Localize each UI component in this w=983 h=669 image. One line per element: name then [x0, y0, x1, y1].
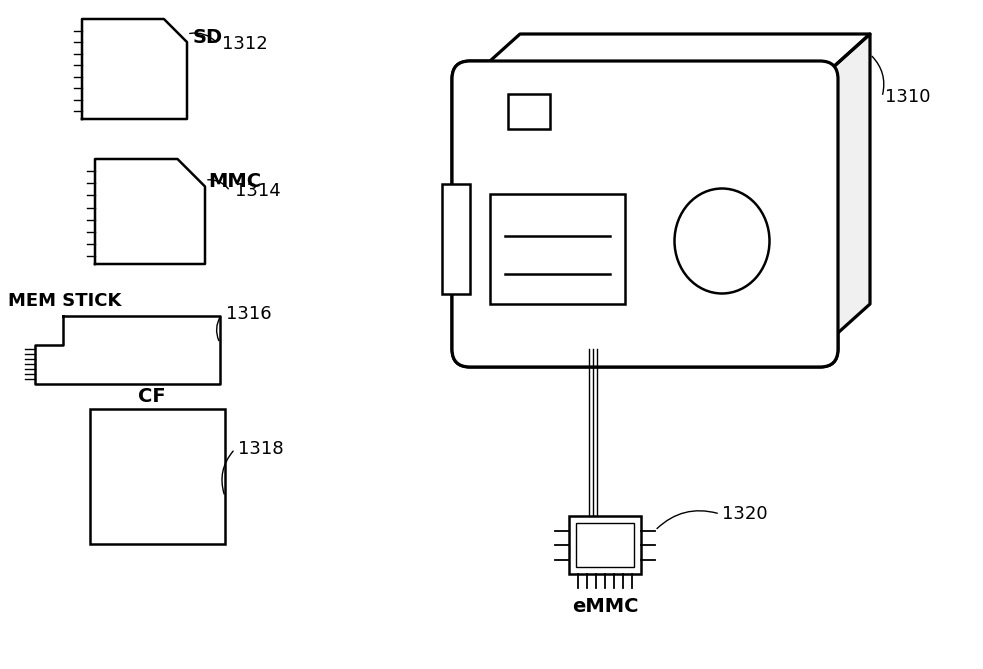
Text: 1312: 1312 [222, 35, 267, 53]
Bar [490, 194, 625, 304]
Text: eMMC: eMMC [572, 597, 638, 617]
Text: 1320: 1320 [722, 505, 768, 523]
Text: CF: CF [138, 387, 165, 405]
Text: 1314: 1314 [235, 182, 281, 200]
Bar [569, 516, 641, 574]
Bar [90, 409, 225, 544]
Text: MEM STICK: MEM STICK [8, 292, 121, 310]
Bar [576, 523, 634, 567]
Text: 1316: 1316 [226, 305, 271, 323]
Polygon shape [470, 34, 870, 79]
Polygon shape [35, 316, 220, 384]
FancyBboxPatch shape [452, 61, 838, 367]
Polygon shape [820, 34, 870, 349]
Text: SD: SD [193, 27, 223, 47]
Text: 1318: 1318 [238, 440, 284, 458]
Ellipse shape [674, 189, 770, 294]
Polygon shape [82, 19, 187, 119]
FancyBboxPatch shape [452, 61, 838, 367]
Bar [508, 94, 550, 129]
Bar [442, 184, 470, 294]
Text: 1310: 1310 [885, 88, 931, 106]
Polygon shape [95, 159, 205, 264]
Text: MMC: MMC [208, 171, 261, 191]
